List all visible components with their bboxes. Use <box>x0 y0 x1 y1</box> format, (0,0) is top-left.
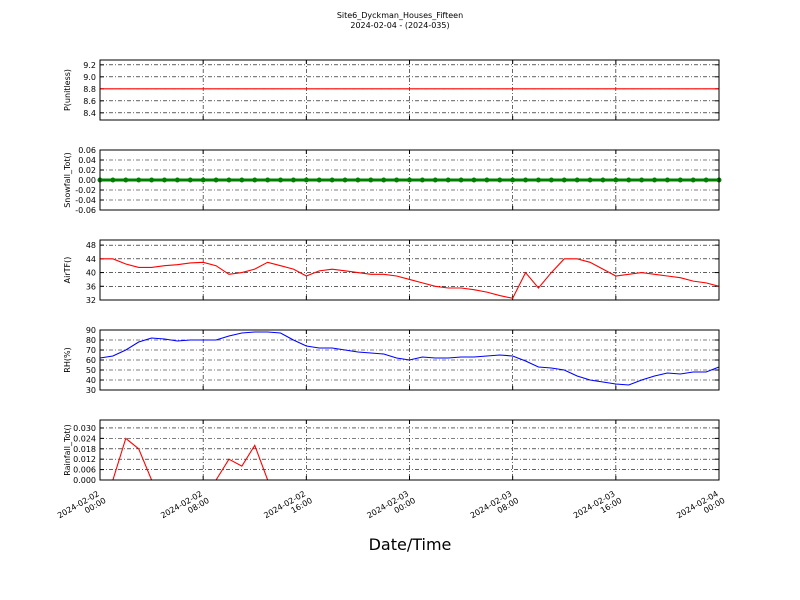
data-point <box>432 177 438 183</box>
data-point <box>123 177 129 183</box>
data-point <box>252 177 258 183</box>
chart-title: Site6_Dyckman_Houses_Fifteen <box>337 11 463 20</box>
y-tick-label: 40 <box>86 269 96 278</box>
data-point <box>626 177 632 183</box>
data-point <box>316 177 322 183</box>
data-point <box>677 177 683 183</box>
y-tick-label: 70 <box>86 346 96 355</box>
axes-frame <box>99 149 720 211</box>
y-tick-label: 80 <box>86 336 96 345</box>
y-axis-label: RH(%) <box>63 347 72 372</box>
y-axis-label: AirTF() <box>63 257 72 284</box>
data-point <box>355 177 361 183</box>
data-point <box>342 177 348 183</box>
y-tick-label: 0.00 <box>78 176 96 185</box>
data-point <box>510 177 516 183</box>
data-point <box>664 177 670 183</box>
data-line <box>99 331 720 386</box>
data-point <box>161 177 167 183</box>
y-tick-label: -0.02 <box>75 186 96 195</box>
data-point <box>561 177 567 183</box>
data-point <box>110 177 116 183</box>
x-axis-label: Date/Time <box>369 535 452 554</box>
data-point <box>226 177 232 183</box>
data-point <box>213 177 219 183</box>
data-point <box>548 177 554 183</box>
data-point <box>587 177 593 183</box>
y-tick-label: 9.0 <box>83 73 96 82</box>
data-point <box>445 177 451 183</box>
y-tick-label: 32 <box>86 296 96 305</box>
y-tick-label: 0.006 <box>73 466 96 475</box>
y-tick-label: 0.024 <box>73 434 96 443</box>
y-tick-label: 0.012 <box>73 455 96 464</box>
data-point <box>381 177 387 183</box>
data-point <box>187 177 193 183</box>
y-tick-label: 40 <box>86 376 96 385</box>
data-point <box>703 177 709 183</box>
y-tick-label: 0.04 <box>78 156 96 165</box>
y-tick-label: 48 <box>86 241 96 250</box>
data-point <box>497 177 503 183</box>
data-point <box>523 177 529 183</box>
data-point <box>690 177 696 183</box>
data-point <box>613 177 619 183</box>
y-tick-label: -0.04 <box>75 196 96 205</box>
y-tick-label: 30 <box>86 386 96 395</box>
data-point <box>239 177 245 183</box>
data-point <box>574 177 580 183</box>
y-tick-label: 9.2 <box>83 61 96 70</box>
data-point <box>458 177 464 183</box>
data-point <box>329 177 335 183</box>
data-point <box>652 177 658 183</box>
y-tick-label: 0.000 <box>73 476 96 485</box>
data-point <box>368 177 374 183</box>
data-point <box>535 177 541 183</box>
y-tick-label: 50 <box>86 366 96 375</box>
y-tick-label: 44 <box>86 255 96 264</box>
data-point <box>278 177 284 183</box>
y-tick-label: 90 <box>86 326 96 335</box>
data-point <box>639 177 645 183</box>
axes-frame <box>99 419 720 481</box>
data-point <box>265 177 271 183</box>
y-tick-label: 8.4 <box>83 109 96 118</box>
data-point <box>394 177 400 183</box>
y-axis-label: Snowfall_Tot() <box>63 152 72 208</box>
data-point <box>290 177 296 183</box>
y-tick-label: 60 <box>86 356 96 365</box>
y-axis-label: P(unitless) <box>63 69 72 111</box>
y-tick-label: 0.02 <box>78 166 96 175</box>
data-point <box>471 177 477 183</box>
data-point <box>303 177 309 183</box>
y-tick-label: 0.018 <box>73 445 96 454</box>
axes-frame <box>99 59 720 121</box>
data-point <box>600 177 606 183</box>
data-point <box>174 177 180 183</box>
axes-frame <box>99 329 720 391</box>
y-tick-label: 36 <box>86 282 96 291</box>
y-tick-label: 8.8 <box>83 85 96 94</box>
data-point <box>200 177 206 183</box>
y-tick-label: -0.06 <box>75 206 96 215</box>
data-point <box>149 177 155 183</box>
y-axis-label: Rainfall_Tot() <box>63 424 72 476</box>
data-point <box>419 177 425 183</box>
y-tick-label: 0.06 <box>78 146 96 155</box>
chart-subtitle: 2024-02-04 - (2024-035) <box>350 21 449 30</box>
data-point <box>136 177 142 183</box>
data-point <box>407 177 412 183</box>
data-line <box>100 258 720 299</box>
axes-frame <box>99 239 720 301</box>
y-tick-label: 8.6 <box>83 97 96 106</box>
data-point <box>484 177 490 183</box>
y-tick-label: 0.030 <box>73 424 96 433</box>
